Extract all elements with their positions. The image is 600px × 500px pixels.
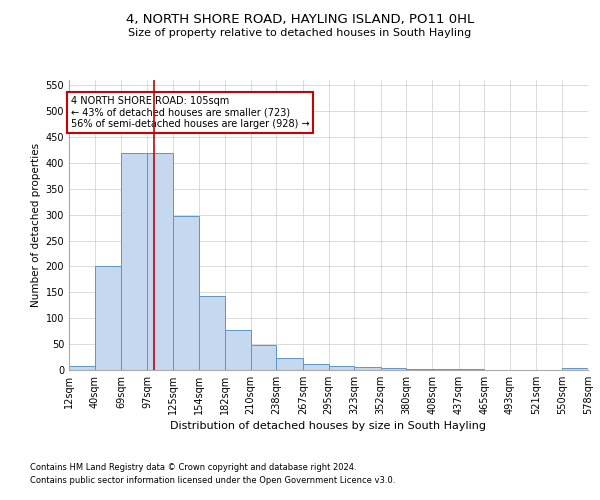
Bar xyxy=(121,152,147,370)
Bar xyxy=(199,296,225,370)
Text: Size of property relative to detached houses in South Hayling: Size of property relative to detached ho… xyxy=(128,28,472,38)
Y-axis label: Number of detached properties: Number of detached properties xyxy=(31,143,41,307)
Bar xyxy=(95,266,121,370)
Bar xyxy=(276,358,303,370)
Bar xyxy=(329,366,354,370)
Bar xyxy=(69,366,95,370)
Text: 4 NORTH SHORE ROAD: 105sqm
← 43% of detached houses are smaller (723)
56% of sem: 4 NORTH SHORE ROAD: 105sqm ← 43% of deta… xyxy=(71,96,310,128)
X-axis label: Distribution of detached houses by size in South Hayling: Distribution of detached houses by size … xyxy=(170,421,487,431)
Text: Contains public sector information licensed under the Open Government Licence v3: Contains public sector information licen… xyxy=(30,476,395,485)
Bar xyxy=(225,330,251,370)
Bar xyxy=(251,345,276,370)
Bar xyxy=(381,368,406,370)
Bar xyxy=(173,216,199,370)
Bar xyxy=(303,364,329,370)
Bar xyxy=(406,369,432,370)
Bar xyxy=(147,152,173,370)
Bar xyxy=(562,368,588,370)
Text: 4, NORTH SHORE ROAD, HAYLING ISLAND, PO11 0HL: 4, NORTH SHORE ROAD, HAYLING ISLAND, PO1… xyxy=(126,12,474,26)
Text: Contains HM Land Registry data © Crown copyright and database right 2024.: Contains HM Land Registry data © Crown c… xyxy=(30,464,356,472)
Bar xyxy=(354,368,381,370)
